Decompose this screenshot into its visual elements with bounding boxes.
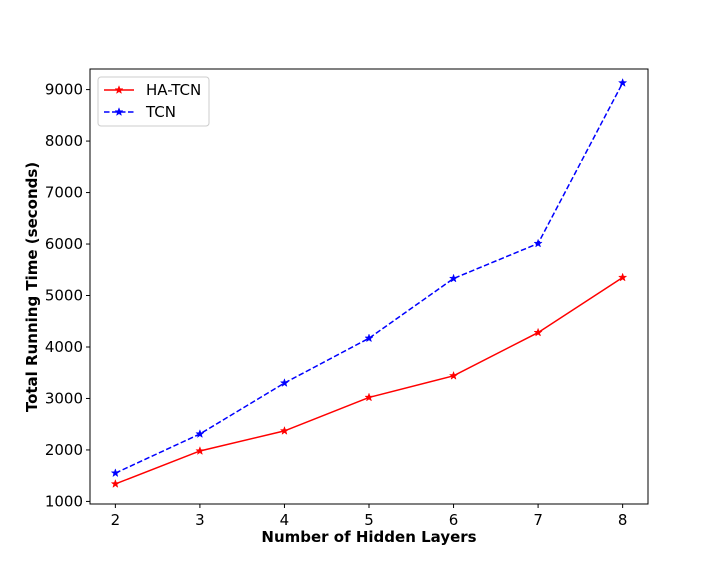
x-tick-label: 7	[533, 511, 543, 529]
data-point-marker	[195, 446, 205, 455]
y-tick-label: 5000	[45, 287, 83, 305]
y-tick-label: 7000	[45, 184, 83, 202]
data-point-marker	[533, 238, 543, 248]
plot-area-frame	[89, 68, 649, 505]
x-tick-label: 6	[449, 511, 459, 529]
legend-label: TCN	[145, 103, 176, 121]
y-tick-label: 8000	[45, 132, 83, 150]
data-point-marker	[279, 378, 290, 388]
y-tick-label: 1000	[45, 492, 83, 510]
legend: HA-TCN TCN	[97, 76, 210, 127]
x-axis-title: Number of Hidden Layers	[261, 528, 476, 546]
y-tick-label: 2000	[45, 441, 83, 459]
data-point-marker	[110, 478, 121, 488]
y-tick-label: 4000	[45, 338, 83, 356]
series-line-tcn	[115, 82, 624, 474]
data-point-marker	[364, 392, 374, 402]
data-point-marker	[533, 327, 543, 337]
x-tick-label: 3	[195, 511, 205, 529]
data-point-marker	[448, 370, 459, 380]
y-tick-label: 9000	[45, 81, 83, 99]
data-point-marker	[364, 333, 374, 343]
data-point-marker	[448, 273, 459, 283]
data-point-marker	[617, 272, 628, 282]
x-tick-label: 8	[618, 511, 628, 529]
y-axis-ticks: 1000 2000 3000 4000 5000 6000 7000 8000 9000	[45, 81, 90, 510]
series-line-ha-tcn	[115, 276, 624, 485]
legend-marker	[114, 107, 124, 117]
x-tick-label: 5	[364, 511, 374, 529]
data-point-marker	[279, 425, 290, 435]
legend-marker	[114, 85, 124, 95]
series-layer	[110, 77, 628, 488]
data-point-marker	[110, 468, 121, 478]
legend-label: HA-TCN	[146, 81, 201, 99]
y-tick-label: 3000	[45, 389, 83, 407]
data-point-marker	[617, 77, 628, 87]
x-axis-ticks: 2 3 4 5 6 7 8	[111, 504, 628, 529]
y-axis-title: Total Running Time (seconds)	[23, 162, 41, 412]
x-tick-label: 4	[280, 511, 290, 529]
data-point-marker	[195, 429, 205, 438]
y-tick-label: 6000	[45, 235, 83, 253]
x-tick-label: 2	[111, 511, 121, 529]
